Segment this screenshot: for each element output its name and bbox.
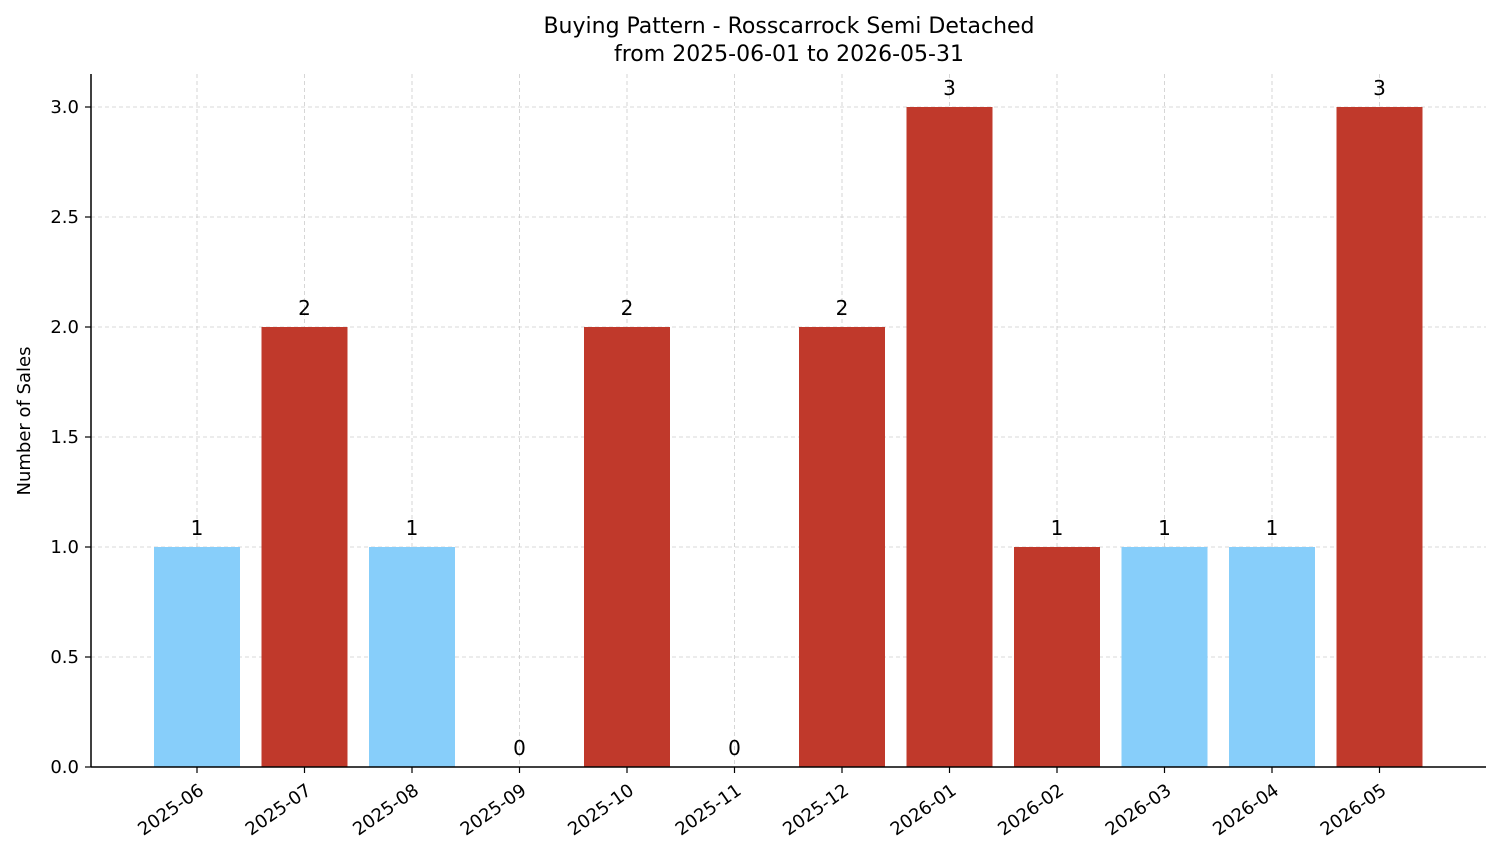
y-tick-label: 1.5	[50, 427, 79, 448]
x-tick-label: 2025-07	[242, 780, 316, 840]
y-tick-label: 0.0	[50, 757, 79, 778]
bar-value-label: 1	[406, 516, 419, 540]
x-tick-label: 2026-04	[1209, 780, 1283, 840]
bar-value-label: 2	[836, 296, 849, 320]
bar-value-label: 0	[513, 736, 526, 760]
x-tick-label: 2025-06	[134, 780, 208, 840]
bar-2026-01	[906, 107, 993, 767]
bar-2025-12	[799, 327, 885, 767]
y-axis-label: Number of Sales	[14, 346, 35, 495]
bars-layer	[154, 107, 1423, 767]
bar-2025-06	[154, 547, 240, 767]
x-tick-label: 2026-03	[1102, 780, 1176, 840]
x-axis-ticks: 2025-06 2025-07 2025-08 2025-09 2025-10 2025-…	[134, 767, 1390, 840]
x-tick-label: 2025-08	[349, 780, 423, 840]
bar-value-labels: 1 2 1 0 2 0 2 3 1 1 1 3	[191, 76, 1386, 760]
bar-value-label: 1	[1051, 516, 1064, 540]
bar-2026-04	[1229, 547, 1315, 767]
y-tick-label: 0.5	[50, 647, 79, 668]
bar-value-label: 2	[298, 296, 311, 320]
x-tick-label: 2025-11	[672, 780, 746, 840]
x-tick-label: 2026-05	[1317, 780, 1391, 840]
bar-value-label: 1	[1266, 516, 1279, 540]
bar-2026-03	[1121, 547, 1208, 767]
x-tick-label: 2025-12	[779, 780, 853, 840]
bar-2025-07	[261, 327, 348, 767]
x-tick-label: 2025-09	[457, 780, 531, 840]
chart-title: Buying Pattern - Rosscarrock Semi Detach…	[543, 14, 1034, 39]
bar-2026-05	[1336, 107, 1423, 767]
bar-value-label: 2	[621, 296, 634, 320]
bar-value-label: 1	[1158, 516, 1171, 540]
y-axis-ticks: 0.0 0.5 1.0 1.5 2.0 2.5 3.0	[50, 97, 91, 778]
bar-value-label: 3	[943, 76, 956, 100]
bar-2025-08	[369, 547, 455, 767]
y-tick-label: 3.0	[50, 97, 79, 118]
bar-2026-02	[1014, 547, 1100, 767]
x-tick-label: 2026-01	[887, 780, 961, 840]
y-tick-label: 2.0	[50, 317, 79, 338]
axes-layer	[90, 74, 1486, 768]
bar-value-label: 3	[1373, 76, 1386, 100]
y-tick-label: 1.0	[50, 537, 79, 558]
bar-value-label: 0	[728, 736, 741, 760]
x-tick-label: 2026-02	[994, 780, 1068, 840]
bar-2025-10	[584, 327, 670, 767]
x-tick-label: 2025-10	[564, 780, 638, 840]
chart-subtitle: from 2025-06-01 to 2026-05-31	[614, 42, 964, 67]
bar-value-label: 1	[191, 516, 204, 540]
y-tick-label: 2.5	[50, 207, 79, 228]
